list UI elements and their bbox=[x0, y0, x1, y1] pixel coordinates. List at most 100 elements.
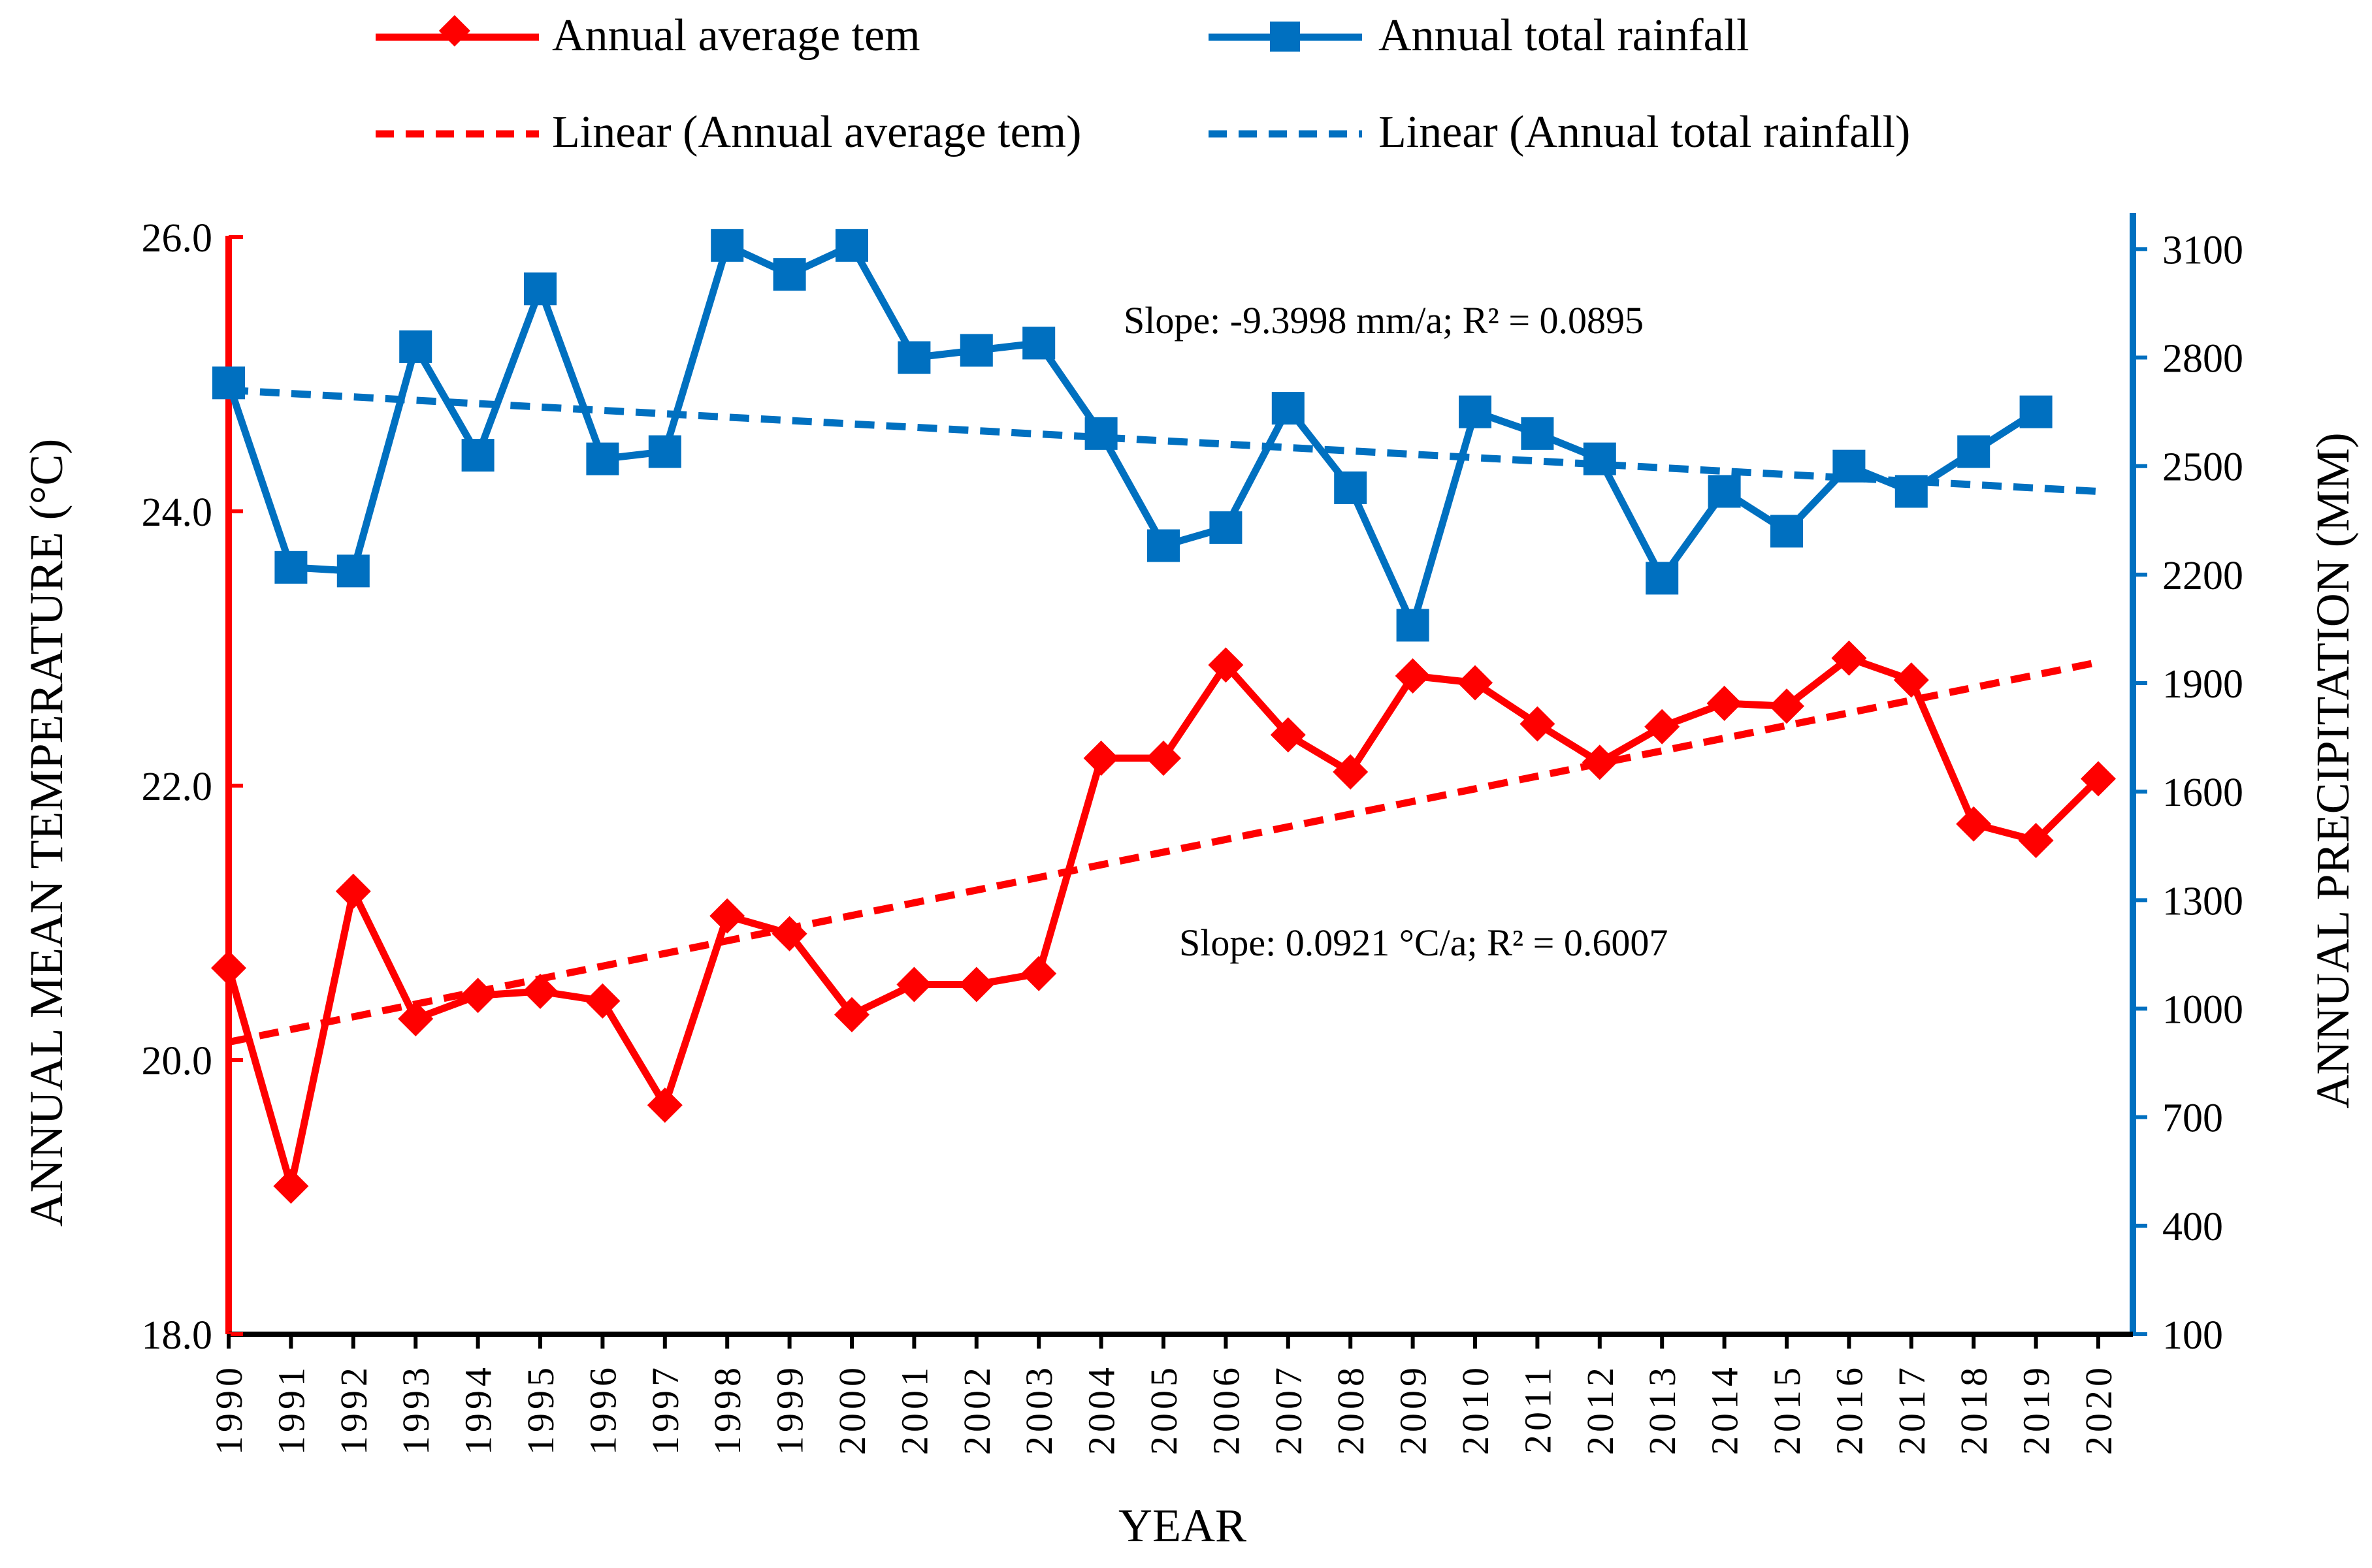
x-axis-tick-label: 2003 bbox=[1018, 1364, 1060, 1455]
rainfall-data-point bbox=[1770, 515, 1803, 548]
temperature-data-point bbox=[1083, 741, 1119, 776]
temperature-series-line bbox=[225, 654, 2101, 1190]
x-axis-tick-label: 1997 bbox=[644, 1364, 687, 1455]
x-axis-tick-label: 2015 bbox=[1766, 1364, 1808, 1455]
x-axis-tick-label: 2002 bbox=[956, 1364, 998, 1455]
rainfall-data-point bbox=[836, 229, 868, 262]
legend-rainfall-label: Annual total rainfall bbox=[1378, 10, 1749, 61]
plot-area: 18.0 20.0 22.0 24.0 26.0 100 400 700 1000 1300 160… bbox=[142, 213, 2243, 1455]
rainfall-data-point bbox=[1646, 562, 1679, 595]
x-axis-tick-label: 2005 bbox=[1143, 1364, 1185, 1455]
legend-entry-rainfall: Annual total rainfall bbox=[1209, 10, 1749, 61]
temperature-data-point bbox=[1333, 754, 1369, 790]
temperature-data-point bbox=[1893, 662, 1929, 698]
legend-entry-rainfall-trend: Linear (Annual total rainfall) bbox=[1209, 107, 1910, 157]
temperature-data-point bbox=[1395, 658, 1431, 694]
x-axis-tick-label: 2004 bbox=[1080, 1364, 1123, 1455]
temperature-data-point bbox=[1769, 688, 1804, 724]
x-axis-tick-label: 1998 bbox=[706, 1364, 749, 1455]
temperature-data-point bbox=[585, 983, 621, 1019]
rainfall-trend-annotation: Slope: -9.3998 mm/a; R² = 0.0895 bbox=[1124, 299, 1644, 342]
rainfall-data-point bbox=[960, 334, 993, 367]
rainfall-data-point bbox=[1396, 609, 1429, 642]
x-axis-tick-label: 2012 bbox=[1579, 1364, 1621, 1455]
x-axis-tick-label: 1999 bbox=[769, 1364, 811, 1455]
rainfall-data-point bbox=[461, 439, 495, 472]
temperature-trendline bbox=[227, 658, 2100, 1046]
rainfall-data-point bbox=[1894, 475, 1928, 508]
temperature-data-point bbox=[1644, 709, 1680, 744]
x-axis-tick-label: 2014 bbox=[1704, 1364, 1746, 1455]
temperature-data-point bbox=[1956, 806, 1992, 842]
right-axis-tick-label: 2500 bbox=[2162, 445, 2243, 490]
rainfall-data-point bbox=[1832, 449, 1866, 483]
temperature-data-point bbox=[398, 1001, 434, 1036]
x-axis-tick-label: 2006 bbox=[1205, 1364, 1247, 1455]
rainfall-data-point bbox=[1459, 395, 1491, 428]
legend-entry-temperature: Annual average tem bbox=[376, 10, 920, 61]
temperature-trend-annotation: Slope: 0.0921 °C/a; R² = 0.6007 bbox=[1179, 921, 1668, 964]
right-axis-tick-label: 1600 bbox=[2162, 771, 2243, 815]
x-axis-tick-label: 2010 bbox=[1454, 1364, 1497, 1455]
temperature-data-point bbox=[1208, 647, 1244, 683]
rainfall-data-point bbox=[1334, 471, 1367, 504]
right-axis-tick-label: 2800 bbox=[2162, 337, 2243, 381]
rainfall-data-point bbox=[1022, 327, 1056, 360]
x-axis-tick-label: 2009 bbox=[1392, 1364, 1435, 1455]
right-axis-tick-label: 400 bbox=[2162, 1205, 2223, 1249]
right-axis-tick-label: 2200 bbox=[2162, 554, 2243, 598]
rainfall-data-point bbox=[586, 442, 619, 475]
x-axis-tick-label: 2019 bbox=[2015, 1364, 2058, 1455]
left-axis-tick-label: 24.0 bbox=[142, 490, 213, 535]
rainfall-data-point bbox=[524, 272, 557, 306]
x-axis-tick-label: 2011 bbox=[1516, 1364, 1559, 1454]
temperature-data-point bbox=[2018, 823, 2054, 858]
temperature-data-point bbox=[772, 916, 807, 952]
rainfall-data-point bbox=[1583, 442, 1616, 475]
legend-rainfall-trend-label: Linear (Annual total rainfall) bbox=[1378, 107, 1910, 157]
rainfall-data-point bbox=[2019, 395, 2053, 428]
x-axis-tick-label: 1990 bbox=[208, 1364, 250, 1455]
x-axis-tick-label: 2016 bbox=[1828, 1364, 1870, 1455]
rainfall-data-point bbox=[1521, 417, 1554, 450]
rainfall-data-point bbox=[1271, 392, 1305, 425]
right-axis-title: ANNUAL PRECIPITATION (MM) bbox=[2307, 432, 2359, 1109]
temperature-data-point bbox=[1146, 741, 1181, 776]
temperature-data-point bbox=[2081, 761, 2116, 797]
temperature-data-point bbox=[1270, 717, 1306, 753]
rainfall-data-point bbox=[1957, 435, 1990, 468]
rainfall-data-point bbox=[212, 366, 245, 400]
temperature-data-point bbox=[1831, 640, 1867, 676]
legend-entry-temperature-trend: Linear (Annual average tem) bbox=[376, 107, 1081, 157]
legend-temperature-label: Annual average tem bbox=[552, 10, 920, 61]
temperature-data-point bbox=[958, 967, 994, 1002]
x-axis-tick-label: 1992 bbox=[333, 1364, 375, 1455]
right-axis-tick-label: 100 bbox=[2162, 1313, 2223, 1358]
temperature-data-point bbox=[834, 997, 869, 1032]
x-axis-tick-label: 2001 bbox=[893, 1364, 935, 1455]
rainfall-data-point bbox=[399, 330, 432, 363]
rainfall-data-point bbox=[1708, 475, 1741, 508]
rainfall-trendline bbox=[228, 386, 2099, 495]
right-axis-tick-label: 1300 bbox=[2162, 879, 2243, 923]
temperature-data-point bbox=[709, 898, 745, 934]
rainfall-data-point bbox=[1209, 511, 1243, 544]
temperature-data-point bbox=[1021, 955, 1057, 991]
legend-temperature-marker bbox=[438, 15, 470, 47]
temperature-data-point bbox=[647, 1087, 683, 1123]
left-axis-tick-label: 22.0 bbox=[142, 765, 213, 809]
rainfall-data-point bbox=[898, 341, 931, 374]
rainfall-data-point bbox=[1147, 529, 1180, 562]
left-axis-tick-label: 20.0 bbox=[142, 1039, 213, 1083]
x-axis-tick-label: 1996 bbox=[581, 1364, 624, 1455]
legend-rainfall-marker bbox=[1270, 22, 1300, 52]
x-axis-tick-label: 1993 bbox=[395, 1364, 437, 1455]
x-axis-tick-label: 2007 bbox=[1267, 1364, 1310, 1455]
rainfall-data-point bbox=[1084, 417, 1118, 450]
x-axis-tick-label: 2017 bbox=[1891, 1364, 1933, 1455]
left-axis-title: ANNUAL MEAN TEMPERATURE (°C) bbox=[20, 439, 73, 1227]
x-axis-tick-label: 2018 bbox=[1953, 1364, 1995, 1455]
rainfall-data-point bbox=[711, 229, 744, 262]
temperature-data-point bbox=[335, 873, 371, 909]
